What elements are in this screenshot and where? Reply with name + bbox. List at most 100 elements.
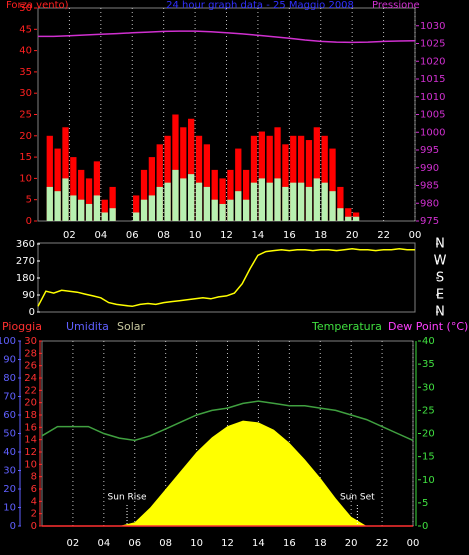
y3-tick-label: 12 xyxy=(24,447,37,458)
x-tick-label: 16 xyxy=(283,538,296,549)
wind-bar xyxy=(188,174,195,221)
wind-bar xyxy=(109,186,116,221)
x-tick-label: 18 xyxy=(314,230,327,241)
chart-title: 24 hour graph data - 25 Maggio 2008 xyxy=(166,0,354,11)
wind-bar xyxy=(101,212,108,221)
wind-bar xyxy=(148,195,156,221)
wind-bar xyxy=(140,169,148,221)
y2-tick-label: 990 xyxy=(420,163,439,174)
series-line xyxy=(37,247,415,308)
wind-bar xyxy=(54,191,61,221)
wind-bar xyxy=(321,182,328,221)
wind-bar xyxy=(337,208,344,221)
y3-tick-label: 10 xyxy=(24,459,37,470)
wind-bar xyxy=(266,182,273,221)
wind-bar xyxy=(180,178,187,221)
y-tick-label: 20 xyxy=(3,484,16,495)
wind-bar xyxy=(109,208,116,221)
x-tick-label: 06 xyxy=(128,538,141,549)
y2-tick-label: E xyxy=(436,288,444,303)
y-tick-label: 0 xyxy=(10,521,16,532)
y-tick-label: 15 xyxy=(19,152,32,163)
wind-bar xyxy=(250,135,258,221)
x-tick-label: 22 xyxy=(377,230,390,241)
y-tick-label: 5 xyxy=(26,195,32,206)
wind-bar xyxy=(172,169,179,221)
wind-bar xyxy=(274,178,281,221)
wind-bar xyxy=(85,203,93,221)
wind-bar xyxy=(329,191,336,221)
y-tick-label: 30 xyxy=(19,88,32,99)
wind-bar xyxy=(211,169,218,221)
wind-bar xyxy=(203,186,211,221)
x-tick-label: 04 xyxy=(97,538,110,549)
wind-bar xyxy=(227,199,234,221)
y-tick-label: 90 xyxy=(22,290,35,301)
wind-bar xyxy=(274,127,281,221)
y-tick-label: 10 xyxy=(19,173,32,184)
x-tick-label: 00 xyxy=(409,230,422,241)
y2-tick-label: 1025 xyxy=(420,39,445,50)
y3-tick-label: 24 xyxy=(24,373,37,384)
wind-bar xyxy=(164,182,171,221)
y2-tick-label: 20 xyxy=(422,429,435,440)
y3-tick-label: 26 xyxy=(24,361,37,372)
x-tick-label: 12 xyxy=(220,230,233,241)
y-tick-label: 360 xyxy=(16,239,35,250)
wind-bar xyxy=(93,161,101,221)
y2-tick-label: N xyxy=(435,237,445,252)
wind-bar xyxy=(70,195,77,221)
wind-bar xyxy=(195,135,203,221)
wind-bar xyxy=(313,127,320,221)
wind-bar xyxy=(305,140,313,221)
y2-tick-label: 995 xyxy=(420,145,439,156)
wind-bar xyxy=(235,191,242,221)
wind-bar xyxy=(156,186,163,221)
y2-tick-label: 25 xyxy=(422,405,435,416)
y-tick-label: 180 xyxy=(16,273,35,284)
wind-bar xyxy=(305,186,313,221)
x-tick-label: 04 xyxy=(94,230,107,241)
y-tick-label: 90 xyxy=(3,355,16,366)
wind-bar xyxy=(235,148,242,221)
y-tick-label: 25 xyxy=(19,110,32,121)
wind-bar xyxy=(352,216,360,221)
wind-bar xyxy=(78,169,85,221)
series-line xyxy=(41,400,414,442)
legend-entry: Solar xyxy=(117,320,146,333)
annotation-label: Sun Set xyxy=(340,493,375,503)
wind-bar xyxy=(203,144,211,221)
solar-area xyxy=(42,420,413,526)
y-tick-label: 0 xyxy=(29,307,35,318)
y-tick-label: 40 xyxy=(3,447,16,458)
x-tick-label: 02 xyxy=(63,230,76,241)
y3-tick-label: 8 xyxy=(31,472,37,483)
wind-bar xyxy=(227,169,234,221)
x-tick-label: 10 xyxy=(189,230,202,241)
y-tick-label: 100 xyxy=(0,336,16,347)
y3-tick-label: 2 xyxy=(31,509,37,520)
legend-entry: Temperatura xyxy=(311,320,382,333)
wind-bar xyxy=(345,208,352,221)
wind-bar xyxy=(46,135,53,221)
x-tick-label: 14 xyxy=(252,538,265,549)
y2-tick-label: 5 xyxy=(422,498,428,509)
y3-tick-label: 14 xyxy=(24,435,37,446)
legend-entry: Umidita xyxy=(66,320,109,333)
wind-bar xyxy=(85,178,93,221)
y2-tick-label: S xyxy=(436,271,444,286)
y2-tick-label: 985 xyxy=(420,181,439,192)
wind-bar xyxy=(188,118,195,221)
y3-tick-label: 28 xyxy=(24,348,37,359)
y3-tick-label: 20 xyxy=(24,398,37,409)
y3-tick-label: 30 xyxy=(24,336,37,347)
wind-bar xyxy=(133,212,140,221)
wind-bar xyxy=(242,169,250,221)
x-tick-label: 08 xyxy=(157,230,170,241)
wind-bar xyxy=(258,131,265,221)
x-tick-label: 16 xyxy=(283,230,296,241)
wind-bar xyxy=(250,182,258,221)
series-line xyxy=(38,30,416,44)
